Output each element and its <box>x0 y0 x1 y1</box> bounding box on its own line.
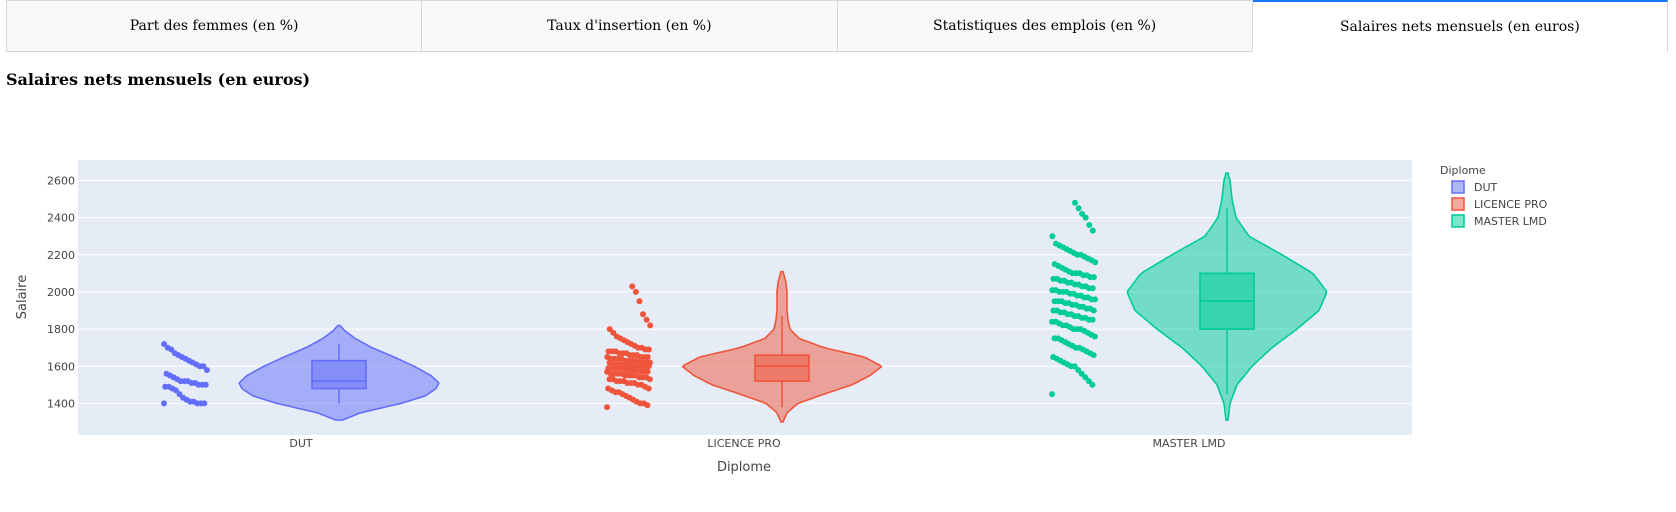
point-master-lmd <box>1050 275 1057 282</box>
point-master-lmd <box>1049 287 1056 294</box>
point-licence-pro <box>647 322 654 329</box>
point-licence-pro <box>629 283 636 290</box>
box-licence-pro <box>754 354 810 382</box>
legend-swatch-licence-pro <box>1451 197 1465 211</box>
point-master-lmd <box>1051 335 1058 342</box>
point-licence-pro <box>605 348 612 355</box>
point-dut <box>161 400 167 407</box>
x-axis-title: Diplome <box>717 460 771 475</box>
point-master-lmd <box>1049 233 1056 240</box>
point-licence-pro <box>636 298 643 305</box>
y-tick-2600: 2600 <box>47 174 75 187</box>
point-licence-pro <box>604 354 611 360</box>
point-licence-pro <box>605 385 612 392</box>
box-dut <box>311 359 367 390</box>
tab-part-des-femmes[interactable]: Part des femmes (en %) <box>6 0 423 52</box>
x-tick-labels: DUT LICENCE PRO MASTER LMD <box>289 437 1225 450</box>
y-tick-1800: 1800 <box>47 323 75 336</box>
point-licence-pro <box>613 333 620 340</box>
point-master-lmd <box>1050 307 1057 314</box>
point-dut <box>203 367 210 373</box>
x-tick-dut: DUT <box>289 437 313 450</box>
y-tick-1600: 1600 <box>47 360 75 373</box>
point-master-lmd <box>1086 222 1093 228</box>
point-master-lmd <box>1049 318 1056 325</box>
point-licence-pro <box>640 311 646 318</box>
point-master-lmd <box>1082 214 1089 221</box>
series-licence-pro <box>604 270 883 423</box>
point-dut <box>176 391 183 398</box>
tab-taux-insertion[interactable]: Taux d'insertion (en %) <box>422 0 838 52</box>
point-licence-pro <box>632 288 639 295</box>
point-licence-pro <box>643 316 650 323</box>
point-master-lmd <box>1072 199 1078 206</box>
point-master-lmd <box>1051 298 1058 305</box>
point-master-lmd <box>1089 227 1096 234</box>
point-dut <box>164 344 171 351</box>
y-tick-2400: 2400 <box>47 212 75 225</box>
point-dut <box>180 394 187 401</box>
legend-label-dut: DUT <box>1474 181 1498 194</box>
legend-swatch-dut <box>1451 180 1465 194</box>
legend-label-master-lmd: MASTER LMD <box>1474 215 1547 228</box>
y-axis-title: Salaire <box>15 275 30 319</box>
point-master-lmd <box>1075 367 1082 373</box>
point-master-lmd <box>1075 205 1082 212</box>
point-dut <box>161 341 168 347</box>
y-tick-2000: 2000 <box>47 286 75 299</box>
tab-salaires-nets[interactable]: Salaires nets mensuels (en euros) <box>1252 0 1668 52</box>
point-master-lmd <box>1050 354 1057 360</box>
point-master-lmd <box>1051 261 1058 268</box>
point-dut <box>163 370 170 377</box>
y-tick-1400: 1400 <box>47 397 75 410</box>
legend-title: Diplome <box>1440 164 1486 177</box>
point-licence-pro <box>604 404 610 411</box>
legend: Diplome DUT LICENCE PRO MASTER LMD <box>1440 164 1548 228</box>
point-dut <box>162 383 169 390</box>
point-master-lmd <box>1049 391 1055 398</box>
legend-label-licence-pro: LICENCE PRO <box>1474 198 1548 211</box>
point-master-lmd <box>1082 374 1089 381</box>
point-licence-pro <box>606 376 613 383</box>
point-licence-pro <box>610 329 617 336</box>
y-tick-labels: 1400 1600 1800 2000 2200 2400 2600 <box>47 174 75 410</box>
point-licence-pro <box>606 326 613 333</box>
legend-swatch-master-lmd <box>1451 214 1465 228</box>
page-title: Salaires nets mensuels (en euros) <box>6 70 311 89</box>
x-tick-licence-pro: LICENCE PRO <box>707 437 781 450</box>
tab-bar: Part des femmes (en %) Taux d'insertion … <box>6 0 1668 54</box>
violins <box>161 172 1328 423</box>
point-master-lmd <box>1085 378 1092 385</box>
point-master-lmd <box>1079 210 1086 217</box>
series-dut <box>161 324 440 421</box>
y-tick-2200: 2200 <box>47 249 75 262</box>
point-licence-pro <box>605 365 612 372</box>
point-master-lmd <box>1053 240 1059 247</box>
x-tick-master-lmd: MASTER LMD <box>1153 437 1226 450</box>
tab-statistiques-emplois[interactable]: Statistiques des emplois (en %) <box>837 0 1253 52</box>
series-master-lmd <box>1049 172 1328 421</box>
